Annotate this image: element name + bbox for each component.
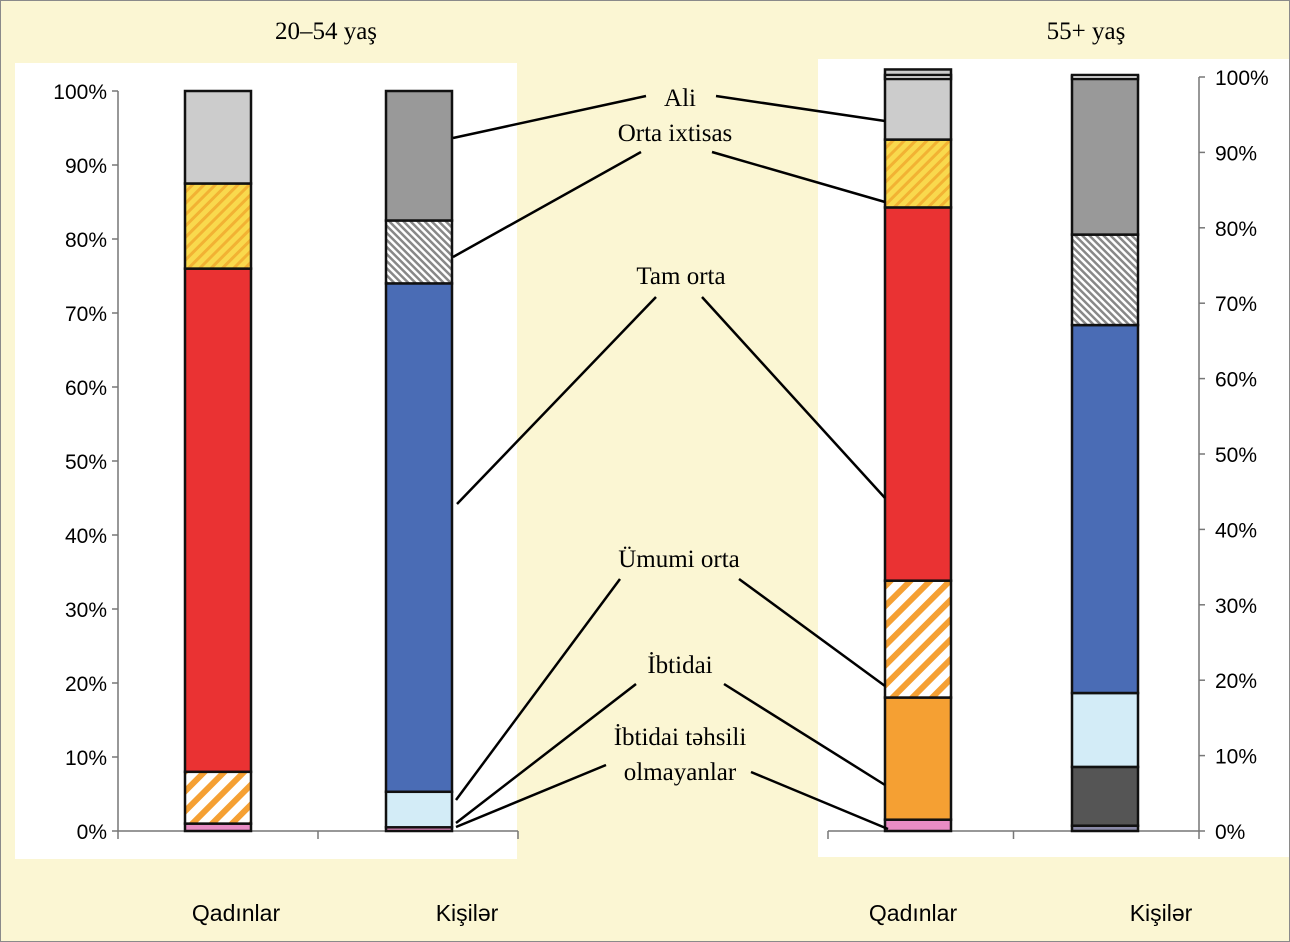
y-tick-label: 70% <box>65 303 107 326</box>
y-tick-label: 20% <box>65 673 107 696</box>
y-tick-label: 40% <box>1215 519 1257 542</box>
bar-segment <box>384 790 454 829</box>
bar-segment <box>1070 74 1140 236</box>
y-tick-label: 60% <box>1215 369 1257 392</box>
bar-segment <box>883 818 953 833</box>
bar-segment <box>883 206 953 582</box>
bar-segment <box>883 579 953 699</box>
y-tick-label: 10% <box>1215 746 1257 769</box>
panel-title: 55+ yaş <box>1047 18 1126 45</box>
leader-line <box>452 150 642 259</box>
panel-title: 20–54 yaş <box>275 18 377 45</box>
y-tick-label: 100% <box>1215 67 1269 90</box>
leader-line <box>715 94 886 123</box>
leader-line <box>701 296 886 499</box>
y-tick-label: 0% <box>77 821 107 844</box>
label-tam-orta: Tam orta <box>636 263 725 290</box>
y-tick-label: 80% <box>1215 218 1257 241</box>
bar-segment <box>384 219 454 285</box>
leader-line <box>455 763 607 829</box>
bar-segment <box>883 138 953 209</box>
bar-segment <box>183 770 253 825</box>
y-tick-label: 10% <box>65 747 107 770</box>
category-label: Qadınlar <box>869 900 958 926</box>
leader-line <box>452 94 647 140</box>
y-tick-label: 70% <box>1215 293 1257 316</box>
y-tick-label: 80% <box>65 229 107 252</box>
bar-segment <box>1070 691 1140 769</box>
bar-top-cap <box>1070 73 1140 81</box>
leader-line <box>738 577 886 688</box>
bar-top-cap <box>883 73 953 81</box>
bar-segment <box>1070 323 1140 695</box>
bar-segment <box>183 182 253 270</box>
y-tick-label: 30% <box>65 599 107 622</box>
y-tick-label: 30% <box>1215 595 1257 618</box>
label-ibtidai-tehsili: İbtidai təhsili <box>614 724 747 751</box>
bar-segment <box>1070 233 1140 327</box>
label-olmayanlar: olmayanlar <box>624 759 737 786</box>
category-label: Qadınlar <box>192 900 281 926</box>
leader-line <box>455 683 637 824</box>
y-tick-label: 50% <box>65 451 107 474</box>
leader-line <box>711 150 886 204</box>
bar-segment <box>384 89 454 222</box>
y-tick-label: 0% <box>1215 821 1245 844</box>
y-tick-label: 90% <box>65 155 107 178</box>
label-ali: Ali <box>664 85 696 112</box>
bar-segment <box>883 696 953 821</box>
leader-line <box>750 770 889 831</box>
category-label: Kişilər <box>1130 900 1193 926</box>
label-orta-ixtisas: Orta ixtisas <box>618 120 733 147</box>
y-tick-label: 100% <box>53 81 107 104</box>
category-label: Kişilər <box>436 900 499 926</box>
y-tick-label: 90% <box>1215 142 1257 165</box>
y-tick-label: 40% <box>65 525 107 548</box>
leader-line <box>454 578 622 801</box>
y-tick-label: 50% <box>1215 444 1257 467</box>
label-ibtidai: İbtidai <box>647 652 712 679</box>
bar-segment <box>183 89 253 185</box>
bar-segment <box>384 282 454 794</box>
leader-line <box>723 682 886 787</box>
bar-segment <box>883 68 953 141</box>
bar-segment <box>1070 765 1140 827</box>
bar-segment <box>183 267 253 774</box>
leader-line <box>456 296 657 505</box>
y-tick-label: 20% <box>1215 670 1257 693</box>
y-tick-label: 60% <box>65 377 107 400</box>
label-umumi-orta: Ümumi orta <box>618 546 740 573</box>
